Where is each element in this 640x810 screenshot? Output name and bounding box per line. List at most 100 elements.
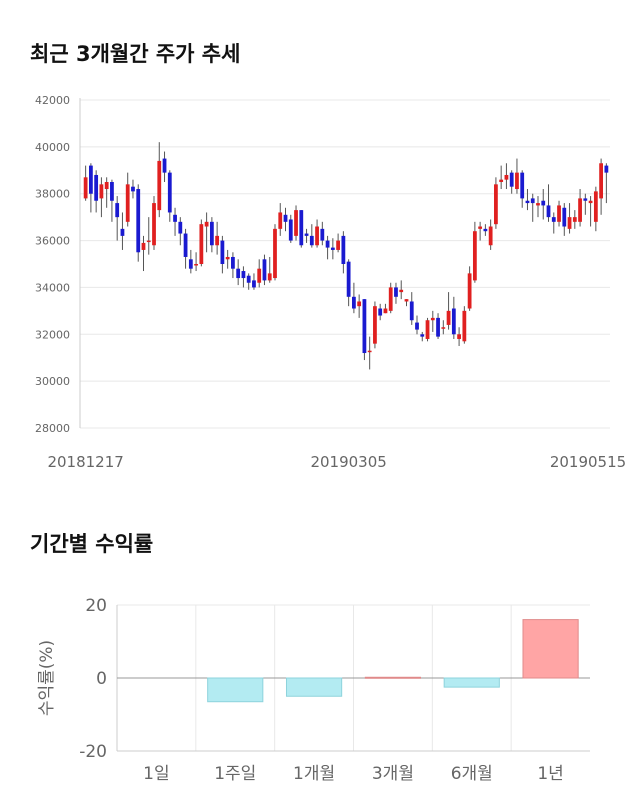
candle-body xyxy=(241,271,246,279)
candle-body xyxy=(167,172,172,213)
candle-body xyxy=(262,259,267,281)
return-bar xyxy=(522,619,579,679)
candle-body xyxy=(436,317,440,337)
y-tick-label: 36000 xyxy=(35,235,70,248)
candle-body xyxy=(346,261,351,297)
candle-body xyxy=(194,264,198,266)
candle-body xyxy=(462,310,467,342)
candle-body xyxy=(399,289,404,293)
x-tick-label: 20190305 xyxy=(310,453,386,471)
candle-body xyxy=(146,240,151,243)
candle-body xyxy=(546,205,551,218)
candle-body xyxy=(273,228,277,279)
candle-body xyxy=(457,334,461,339)
candle-body xyxy=(236,268,241,279)
candle-body xyxy=(152,203,156,246)
candle-body xyxy=(278,212,283,229)
y-tick-label: 38000 xyxy=(35,188,70,201)
y-tick-label: -20 xyxy=(79,742,107,762)
candle-body xyxy=(373,306,377,344)
candle-body xyxy=(509,172,514,187)
candle-body xyxy=(157,160,162,211)
y-tick-label: 28000 xyxy=(35,422,70,435)
candle-body xyxy=(599,163,604,199)
candle-body xyxy=(415,322,419,330)
candle-body xyxy=(378,308,383,316)
candle-body xyxy=(515,172,519,190)
candle-body xyxy=(430,317,435,321)
candle-body xyxy=(441,327,446,329)
return-bar xyxy=(364,676,422,679)
candle-body xyxy=(536,203,540,206)
candle-body xyxy=(604,165,609,173)
candle-body xyxy=(99,184,104,199)
candle-body xyxy=(104,182,109,190)
candle-body xyxy=(420,334,425,337)
stock-trend-title: 최근 3개월간 주가 추세 xyxy=(30,42,241,66)
candle-body xyxy=(320,228,325,241)
candle-body xyxy=(478,226,483,229)
candle-body xyxy=(83,177,88,199)
candle-body xyxy=(567,217,572,229)
candle-body xyxy=(525,200,530,204)
candle-body xyxy=(115,203,120,218)
candle-body xyxy=(257,268,262,283)
candle-body xyxy=(557,205,561,222)
candle-body xyxy=(215,235,220,246)
x-tick-label: 1일 xyxy=(143,764,169,784)
candle-body xyxy=(467,273,472,309)
candle-body xyxy=(388,287,393,311)
candle-body xyxy=(425,320,430,339)
candle-body xyxy=(125,184,130,222)
candle-body xyxy=(162,158,167,173)
return-bar xyxy=(285,677,343,697)
candle-body xyxy=(551,217,556,222)
candle-body xyxy=(593,191,598,222)
y-tick-label: 30000 xyxy=(35,375,70,388)
y-axis-label: 수익률(%) xyxy=(37,640,57,716)
return-bar xyxy=(443,677,500,688)
period-return-title: 기간별 수익률 xyxy=(30,532,154,556)
candle-body xyxy=(225,256,230,260)
candle-body xyxy=(483,228,488,232)
candle-body xyxy=(136,189,141,253)
candle-body xyxy=(204,221,209,227)
x-tick-label: 20181217 xyxy=(47,453,123,471)
candle-body xyxy=(231,256,235,269)
y-tick-label: 32000 xyxy=(35,328,70,341)
candle-body xyxy=(578,198,582,222)
candle-body xyxy=(351,296,356,309)
y-tick-label: 42000 xyxy=(35,94,70,107)
x-tick-label: 20190515 xyxy=(550,453,626,471)
candle-body xyxy=(341,235,346,264)
x-tick-label: 3개월 xyxy=(372,764,414,784)
candle-body xyxy=(183,233,188,257)
candle-body xyxy=(252,280,256,288)
candle-body xyxy=(188,259,193,269)
candle-body xyxy=(394,287,398,297)
candle-body xyxy=(520,172,525,199)
candle-body xyxy=(325,240,330,248)
y-tick-label: 40000 xyxy=(35,141,70,154)
candle-body xyxy=(499,179,504,182)
candle-body xyxy=(367,350,372,353)
candle-body xyxy=(94,174,99,201)
candle-body xyxy=(451,308,456,335)
stock-candlestick-chart: 28000 30000 32000 34000 36000 38000 40000 42000… xyxy=(35,94,626,471)
candle-body xyxy=(362,299,367,354)
candle-body xyxy=(120,228,125,236)
candle-body xyxy=(404,299,409,302)
candle-body xyxy=(472,231,477,281)
candle-body xyxy=(199,224,204,264)
candle-body xyxy=(209,221,214,246)
candle-body xyxy=(283,214,288,222)
candle-body xyxy=(131,186,135,192)
candle-body xyxy=(357,301,362,307)
candle-body xyxy=(562,207,567,227)
candle-body xyxy=(383,308,388,314)
candle-body xyxy=(88,165,93,194)
candle-body xyxy=(246,275,251,283)
candle-body xyxy=(588,200,593,204)
candle-body xyxy=(583,198,588,201)
